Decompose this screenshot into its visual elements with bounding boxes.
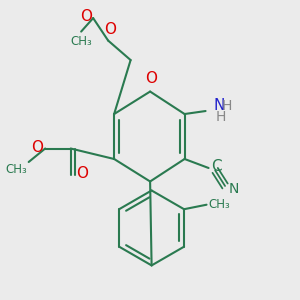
Text: CH₃: CH₃ (70, 35, 92, 48)
Text: H: H (221, 99, 232, 112)
Text: C: C (211, 159, 222, 174)
Text: N: N (213, 98, 224, 113)
Text: O: O (76, 167, 88, 182)
Text: N: N (229, 182, 239, 196)
Text: O: O (31, 140, 43, 154)
Text: O: O (145, 71, 157, 86)
Text: CH₃: CH₃ (5, 164, 27, 176)
Text: H: H (216, 110, 226, 124)
Text: CH₃: CH₃ (208, 198, 230, 211)
Text: O: O (80, 9, 92, 24)
Text: O: O (103, 22, 116, 37)
